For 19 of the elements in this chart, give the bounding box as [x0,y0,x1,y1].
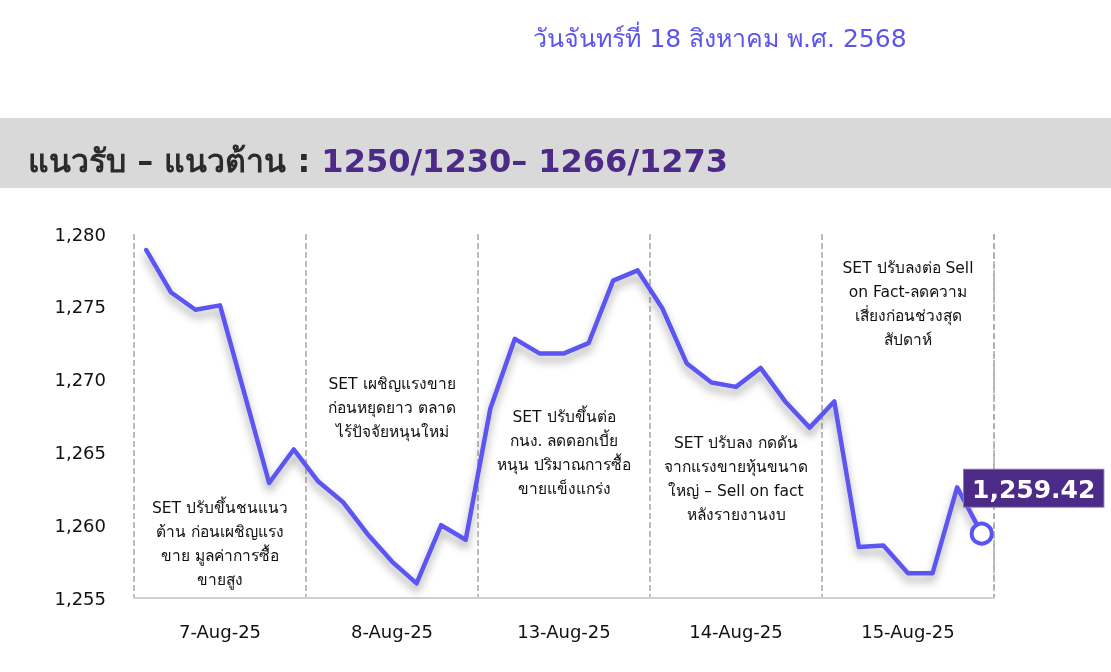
x-tick-label: 13-Aug-25 [517,620,611,642]
x-tick-label: 14-Aug-25 [689,620,783,642]
data-label: 1,259.42 [972,474,1096,504]
y-tick-label: 1,265 [54,441,106,463]
y-tick-label: 1,255 [54,587,106,609]
x-tick-label: 15-Aug-25 [861,620,955,642]
x-tick-label: 7-Aug-25 [178,620,262,642]
y-tick-label: 1,270 [54,369,106,391]
x-tick-label: 8-Aug-25 [350,620,434,642]
annotation: SET ปรับขึ้นต่อ กนง. ลดดอกเบี้ย หนุน ปริมาณการซื้อ ขายแข็งแกร่ง [497,405,631,499]
chart-title: แนวรับ – แนวต้าน : 1250/1230– 1266/1273 [28,142,729,180]
annotation: SET ปรับขึ้นชนแนว ต้าน ก่อนเผชิญแรง ขาย มูลค่าการซื้อ ขายสูง [151,496,289,591]
y-tick-label: 1,275 [54,296,106,318]
y-tick-label: 1,280 [54,223,106,245]
y-tick-label: 1,260 [54,514,106,536]
chart-subtitle: วันจันทร์ที่ 18 สิงหาคม พ.ศ. 2568 [532,20,908,55]
annotation: SET ปรับลงต่อ Sell on Fact-ลดความ เสี่ยงก่อนช่วงสุด สัปดาห์ [842,258,974,349]
annotation: SET เผชิญแรงขาย ก่อนหยุดยาว ตลาด ไร้ปัจจัยหนุนใหม่ [328,375,456,443]
annotation: SET ปรับลง กดดัน จากแรงขายหุ้นขนาด ใหญ่ – Sell on fact หลังรายงานงบ [664,433,808,524]
